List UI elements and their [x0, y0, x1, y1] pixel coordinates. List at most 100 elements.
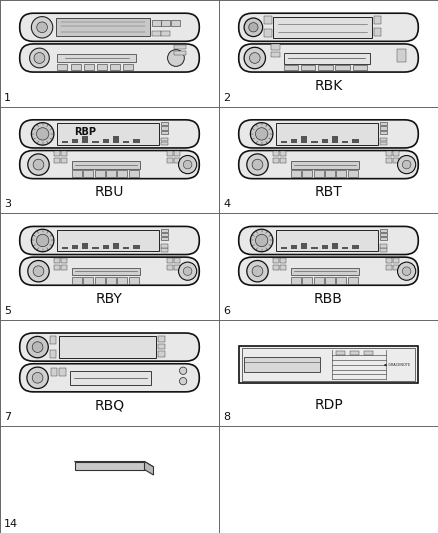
FancyBboxPatch shape — [239, 13, 418, 42]
Circle shape — [33, 266, 44, 277]
Bar — [380, 142, 387, 145]
Circle shape — [249, 22, 258, 32]
Bar — [174, 265, 180, 270]
Text: 8: 8 — [223, 413, 230, 422]
Circle shape — [27, 367, 48, 389]
Bar — [374, 16, 381, 24]
Bar — [386, 151, 392, 156]
FancyBboxPatch shape — [20, 44, 199, 72]
Bar — [110, 63, 120, 70]
Bar — [59, 368, 66, 376]
Bar — [82, 243, 88, 249]
Bar — [62, 141, 68, 143]
Text: 7: 7 — [4, 413, 11, 422]
Text: 14: 14 — [4, 519, 18, 529]
Bar — [280, 151, 286, 156]
Circle shape — [184, 267, 192, 276]
FancyBboxPatch shape — [239, 120, 418, 148]
Bar — [393, 257, 399, 263]
Circle shape — [27, 336, 48, 358]
FancyBboxPatch shape — [20, 257, 199, 285]
Bar — [158, 351, 165, 357]
Bar — [342, 247, 348, 249]
Bar — [352, 139, 358, 143]
Bar — [364, 351, 373, 356]
Bar — [311, 141, 318, 143]
Bar — [123, 141, 129, 143]
Bar — [161, 142, 168, 145]
Bar — [57, 18, 150, 36]
Bar — [158, 336, 165, 342]
Circle shape — [398, 262, 416, 280]
Bar — [133, 139, 139, 143]
Bar — [244, 357, 319, 372]
Bar — [72, 268, 140, 276]
Bar — [161, 122, 168, 125]
FancyBboxPatch shape — [20, 364, 199, 392]
FancyBboxPatch shape — [239, 44, 418, 72]
Bar — [380, 244, 387, 247]
Bar — [129, 170, 139, 177]
Bar — [152, 31, 160, 36]
Bar — [161, 138, 168, 141]
Bar — [72, 139, 78, 143]
Polygon shape — [145, 462, 153, 475]
Bar — [174, 257, 180, 263]
Bar — [321, 139, 328, 143]
Bar — [265, 16, 272, 25]
Text: 3: 3 — [4, 199, 11, 209]
Bar — [332, 136, 338, 143]
Bar — [50, 350, 57, 358]
Bar — [161, 237, 168, 240]
Bar — [92, 141, 99, 143]
Bar — [265, 29, 272, 37]
Bar — [123, 247, 129, 249]
Bar — [386, 257, 392, 263]
Circle shape — [184, 160, 192, 169]
Bar — [92, 247, 99, 249]
Bar — [393, 265, 399, 270]
Bar — [273, 158, 279, 163]
Bar — [393, 151, 399, 156]
Circle shape — [179, 156, 197, 174]
Circle shape — [180, 367, 187, 374]
Bar — [50, 336, 57, 344]
Circle shape — [36, 235, 49, 247]
Bar — [174, 45, 186, 49]
Bar — [386, 265, 392, 270]
Bar — [273, 257, 279, 263]
Text: 4: 4 — [223, 199, 230, 209]
Bar — [54, 151, 60, 156]
Bar — [284, 64, 298, 70]
Circle shape — [34, 53, 45, 63]
Bar — [123, 63, 133, 70]
Circle shape — [398, 156, 416, 174]
FancyBboxPatch shape — [239, 227, 418, 255]
Bar — [57, 63, 67, 70]
Bar — [61, 257, 67, 263]
Bar — [167, 257, 173, 263]
Bar — [57, 123, 159, 144]
Bar — [325, 277, 335, 284]
Bar — [161, 126, 168, 130]
Bar — [273, 265, 279, 270]
Circle shape — [32, 229, 54, 252]
Circle shape — [36, 128, 49, 140]
Bar — [61, 265, 67, 270]
Polygon shape — [74, 462, 153, 467]
Bar — [97, 63, 107, 70]
Bar — [171, 20, 180, 26]
Bar — [162, 31, 170, 36]
Bar — [162, 20, 170, 26]
Bar — [348, 170, 358, 177]
Bar — [161, 248, 168, 252]
Bar — [106, 170, 116, 177]
Bar — [113, 243, 119, 249]
Circle shape — [255, 235, 268, 247]
Text: 6: 6 — [223, 306, 230, 316]
Bar — [71, 63, 81, 70]
Bar — [291, 139, 297, 143]
Bar — [273, 17, 372, 38]
Bar — [291, 277, 301, 284]
Circle shape — [250, 53, 260, 63]
